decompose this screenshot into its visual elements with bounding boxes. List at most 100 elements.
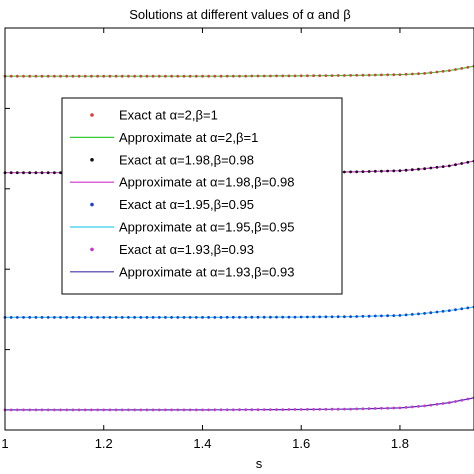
data-point: [22, 316, 25, 319]
data-point: [269, 74, 272, 78]
data-point: [441, 69, 445, 73]
data-point: [114, 74, 118, 78]
data-point: [454, 68, 457, 71]
data-point: [201, 408, 204, 412]
data-point: [34, 316, 38, 319]
data-point: [40, 171, 44, 175]
data-point: [90, 408, 93, 412]
data-point: [435, 70, 439, 74]
data-point: [447, 401, 451, 405]
x-axis-label: s: [256, 456, 263, 471]
data-point: [367, 170, 371, 173]
data-point: [15, 408, 19, 412]
data-point: [182, 316, 186, 319]
data-point: [380, 73, 383, 77]
data-point: [373, 73, 377, 77]
data-point: [330, 407, 334, 411]
data-point: [34, 408, 38, 412]
legend-entry-label: Exact at α=1.95,β=0.95: [119, 197, 254, 212]
data-point: [145, 316, 149, 319]
data-point: [262, 315, 266, 319]
data-point: [133, 74, 137, 78]
data-point: [207, 408, 211, 412]
data-point: [46, 171, 50, 175]
data-point: [367, 407, 371, 410]
data-point: [59, 171, 62, 175]
data-point: [83, 74, 87, 78]
data-point: [318, 407, 322, 411]
data-point: [219, 316, 223, 319]
legend-entry-label: Approximate at α=2,β=1: [119, 130, 258, 145]
data-point: [53, 408, 56, 412]
data-point: [188, 74, 192, 78]
data-point: [373, 314, 377, 318]
data-point: [53, 171, 56, 175]
data-point: [225, 74, 229, 78]
data-point: [380, 406, 383, 410]
data-point: [90, 316, 93, 319]
data-point: [90, 74, 93, 78]
data-point: [367, 314, 371, 318]
data-point: [336, 315, 340, 319]
data-point: [164, 316, 167, 319]
data-point: [108, 316, 112, 319]
data-point: [441, 309, 445, 313]
data-point: [336, 407, 340, 411]
data-point: [151, 408, 155, 412]
data-point: [355, 170, 359, 174]
data-point: [46, 408, 50, 412]
legend-entry-label: Exact at α=2,β=1: [119, 108, 218, 123]
data-point: [213, 74, 217, 78]
data-point: [336, 74, 340, 77]
data-point: [281, 74, 285, 78]
data-point: [380, 169, 383, 173]
data-point: [429, 403, 433, 407]
data-point: [145, 74, 149, 78]
data-point: [293, 74, 297, 78]
data-point: [454, 163, 457, 167]
axis-ticks: 1 1.2 1.4 1.6 1.8: [1, 27, 409, 451]
data-point: [46, 316, 50, 319]
data-point: [71, 408, 75, 412]
data-point: [102, 408, 106, 412]
data-point: [53, 74, 56, 78]
data-point: [398, 314, 402, 317]
data-point: [343, 407, 346, 411]
data-point: [423, 404, 426, 408]
data-point: [9, 408, 13, 412]
data-point: [40, 316, 44, 319]
series-dots-4: [3, 396, 474, 412]
data-point: [96, 408, 99, 412]
data-point: [164, 408, 167, 412]
chart-title: Solutions at different values of α and β: [129, 7, 350, 22]
data-point: [318, 74, 322, 78]
data-point: [367, 73, 371, 77]
data-point: [343, 74, 346, 77]
data-point: [182, 408, 186, 412]
data-point: [157, 74, 161, 78]
data-point: [231, 408, 235, 412]
data-point: [188, 408, 192, 412]
data-point: [460, 307, 464, 311]
data-point: [225, 315, 229, 319]
data-point: [355, 315, 359, 318]
legend-entry-label: Exact at α=1.93,β=0.93: [119, 242, 254, 257]
series-dots-1: [3, 64, 474, 78]
data-point: [83, 316, 87, 319]
data-point: [83, 408, 87, 412]
legend-marker: [90, 202, 94, 207]
data-point: [262, 74, 266, 78]
data-point: [386, 406, 389, 410]
data-point: [59, 316, 62, 319]
data-point: [306, 315, 309, 319]
data-point: [238, 315, 241, 319]
data-point: [281, 315, 285, 319]
data-point: [441, 165, 445, 169]
data-point: [15, 316, 19, 319]
data-point: [22, 171, 25, 175]
data-point: [373, 169, 377, 173]
data-point: [349, 315, 352, 318]
data-point: [343, 170, 346, 174]
legend-entry-label: Approximate at α=1.98,β=0.98: [119, 175, 294, 190]
data-point: [324, 315, 328, 319]
